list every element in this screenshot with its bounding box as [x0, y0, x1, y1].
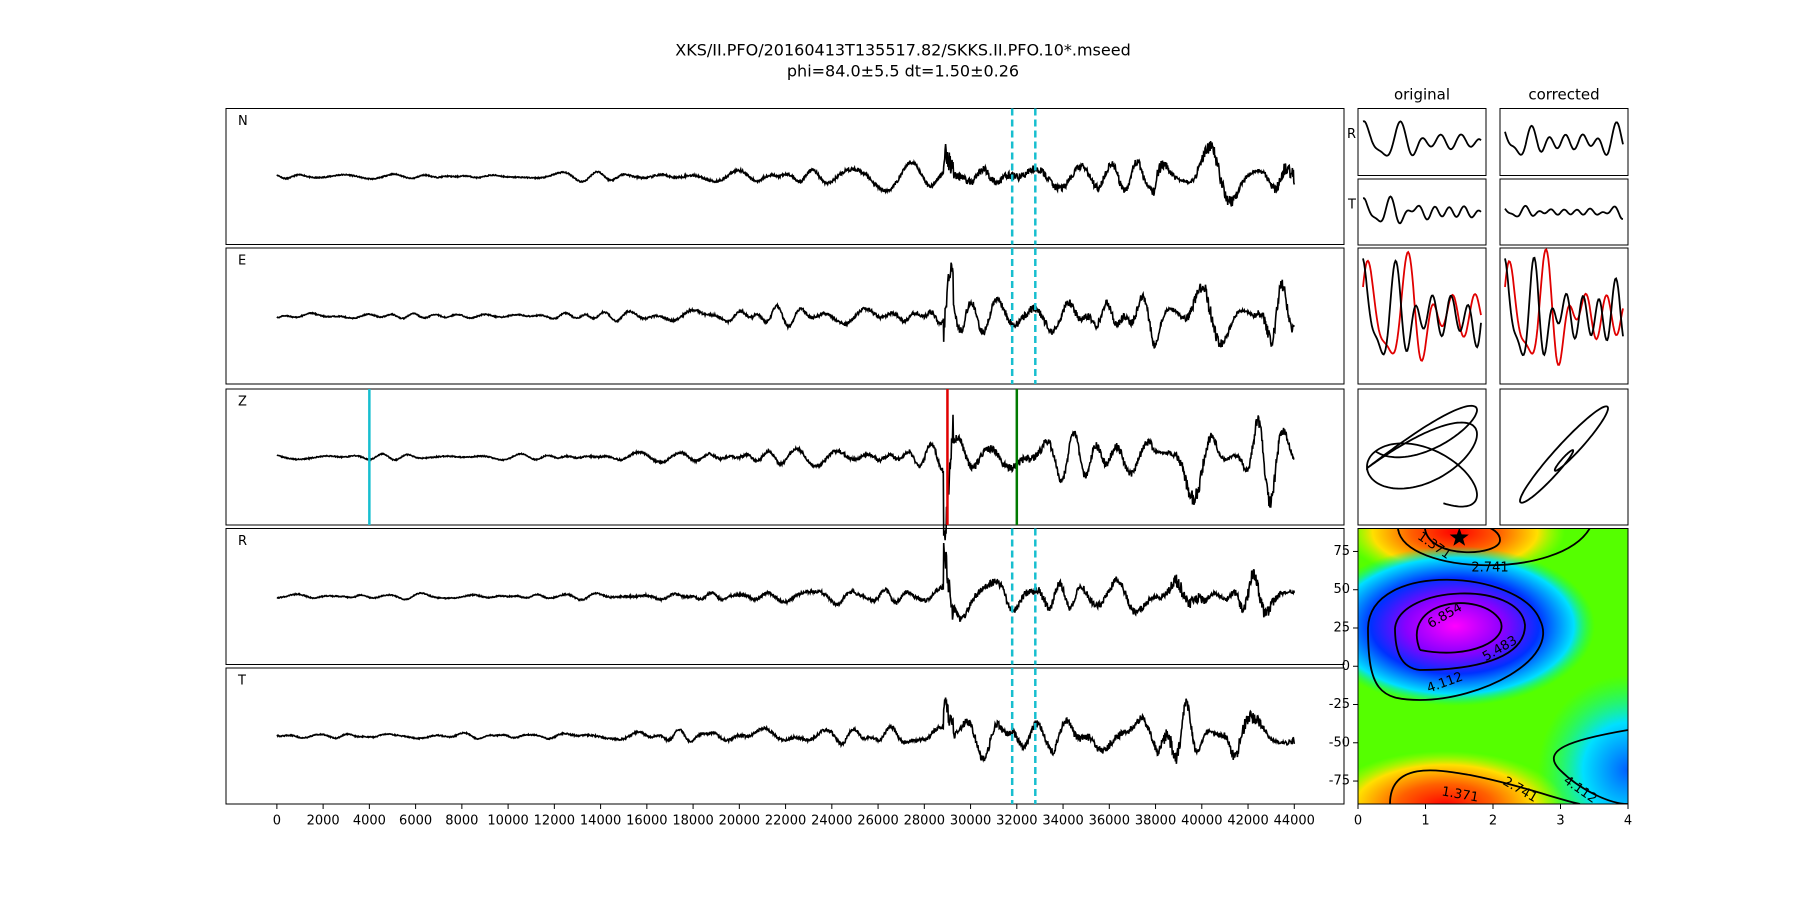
small-panel	[1499, 388, 1629, 526]
x-tick-label: 10000	[487, 814, 528, 829]
column-title: original	[1394, 86, 1450, 104]
contour-line	[1389, 769, 1581, 804]
waveform	[276, 140, 1296, 207]
particle-motion	[1519, 405, 1609, 504]
contour-line	[1416, 602, 1503, 654]
small-panel	[1499, 108, 1629, 176]
small-panel	[1499, 178, 1629, 246]
field-blob	[1358, 751, 1565, 804]
trace-panel	[225, 667, 1345, 805]
small-wave	[1362, 250, 1482, 362]
x-tick-label: 28000	[904, 814, 945, 829]
x-tick-label: 22000	[765, 814, 806, 829]
x-tick-label: 20000	[719, 814, 760, 829]
best-fit-star	[1449, 528, 1469, 546]
row-label: R	[1347, 127, 1356, 142]
small-wave	[1504, 248, 1624, 366]
x-tick-label: 4	[1624, 814, 1632, 829]
x-tick-label: 12000	[534, 814, 575, 829]
x-tick-label: 0	[1354, 814, 1362, 829]
x-tick-label: 40000	[1181, 814, 1222, 829]
x-tick-label: 34000	[1042, 814, 1083, 829]
waveform	[276, 414, 1295, 541]
small-panel	[1357, 247, 1487, 385]
title: XKS/II.PFO/20160413T135517.82/SKKS.II.PF…	[675, 41, 1130, 60]
trace-panel	[225, 388, 1345, 526]
column-title: corrected	[1528, 86, 1599, 104]
x-tick-label: 42000	[1227, 814, 1268, 829]
row-label: T	[1347, 198, 1356, 213]
contour-label: 1.371	[1440, 784, 1479, 805]
x-tick-label: 3	[1556, 814, 1564, 829]
panel-label: Z	[238, 395, 247, 410]
small-panel	[1357, 388, 1487, 526]
contour-line	[1367, 578, 1544, 701]
waveform	[276, 262, 1295, 349]
waveform	[276, 542, 1296, 623]
panel-label: E	[238, 254, 246, 269]
small-wave	[1504, 121, 1624, 157]
small-panel	[1357, 178, 1487, 246]
y-tick-label: 0	[1342, 659, 1350, 674]
x-tick-label: 24000	[811, 814, 852, 829]
y-tick-label: -50	[1329, 735, 1350, 750]
y-tick-label: 25	[1333, 620, 1350, 635]
x-tick-label: 4000	[353, 814, 386, 829]
x-tick-label: 36000	[1089, 814, 1130, 829]
x-tick-label: 2	[1489, 814, 1497, 829]
contour-line	[1394, 592, 1526, 671]
x-tick-label: 1	[1421, 814, 1429, 829]
y-tick-label: 50	[1333, 582, 1350, 597]
panel-label: R	[238, 534, 247, 549]
x-tick-label: 18000	[672, 814, 713, 829]
y-tick-label: -25	[1329, 697, 1350, 712]
small-wave	[1362, 258, 1482, 356]
x-tick-label: 6000	[399, 814, 432, 829]
particle-motion	[1366, 404, 1478, 508]
panel-label: T	[237, 674, 246, 689]
contour-line	[1424, 528, 1501, 554]
small-wave	[1362, 195, 1482, 225]
contour-label: 2.741	[1471, 561, 1508, 576]
x-tick-label: 38000	[1135, 814, 1176, 829]
small-panel	[1499, 247, 1629, 385]
y-tick-label: -75	[1329, 774, 1350, 789]
small-wave	[1362, 120, 1482, 157]
y-tick-label: 75	[1333, 544, 1350, 559]
field-blob	[1358, 546, 1595, 706]
x-tick-label: 0	[273, 814, 281, 829]
contour-line	[1397, 528, 1591, 567]
x-tick-label: 32000	[996, 814, 1037, 829]
small-panel	[1357, 108, 1487, 176]
x-tick-label: 8000	[445, 814, 478, 829]
x-tick-label: 30000	[950, 814, 991, 829]
x-tick-label: 16000	[626, 814, 667, 829]
x-tick-label: 44000	[1274, 814, 1315, 829]
waveform	[276, 697, 1296, 764]
subtitle: phi=84.0±5.5 dt=1.50±0.26	[787, 62, 1019, 81]
x-tick-label: 14000	[580, 814, 621, 829]
small-wave	[1504, 204, 1624, 220]
small-wave	[1504, 256, 1624, 357]
contour-line	[1553, 729, 1628, 804]
panel-label: N	[238, 114, 248, 129]
x-tick-label: 26000	[857, 814, 898, 829]
trace-panel	[225, 247, 1345, 385]
trace-panel	[225, 108, 1345, 245]
x-tick-label: 2000	[307, 814, 340, 829]
trace-panel	[225, 528, 1345, 665]
